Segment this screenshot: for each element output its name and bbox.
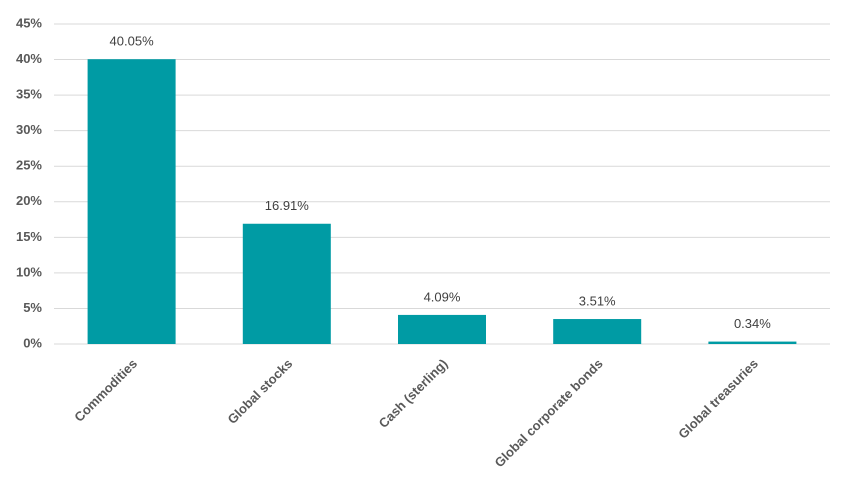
y-tick-label: 35% bbox=[16, 87, 42, 102]
bar bbox=[87, 59, 176, 344]
bar bbox=[708, 341, 797, 344]
y-tick-label: 20% bbox=[16, 193, 42, 208]
data-label: 40.05% bbox=[110, 34, 155, 49]
y-tick-label: 15% bbox=[16, 229, 42, 244]
x-tick-label: Global stocks bbox=[224, 356, 295, 427]
data-label: 0.34% bbox=[734, 316, 771, 331]
x-tick-label: Cash (sterling) bbox=[376, 356, 451, 431]
data-label: 4.09% bbox=[424, 289, 461, 304]
y-tick-label: 25% bbox=[16, 158, 42, 173]
y-tick-label: 0% bbox=[23, 335, 42, 350]
bar bbox=[242, 223, 331, 344]
y-tick-label: 5% bbox=[23, 300, 42, 315]
y-tick-label: 45% bbox=[16, 15, 42, 30]
bar bbox=[553, 319, 642, 344]
y-tick-label: 40% bbox=[16, 51, 42, 66]
data-label: 16.91% bbox=[265, 198, 310, 213]
bar bbox=[398, 314, 486, 344]
x-tick-label: Global corporate bonds bbox=[491, 356, 605, 470]
y-tick-label: 30% bbox=[16, 122, 42, 137]
y-tick-label: 10% bbox=[16, 264, 42, 279]
x-tick-label: Commodities bbox=[71, 356, 140, 425]
x-tick-label: Global treasuries bbox=[675, 356, 761, 442]
data-label: 3.51% bbox=[579, 293, 616, 308]
